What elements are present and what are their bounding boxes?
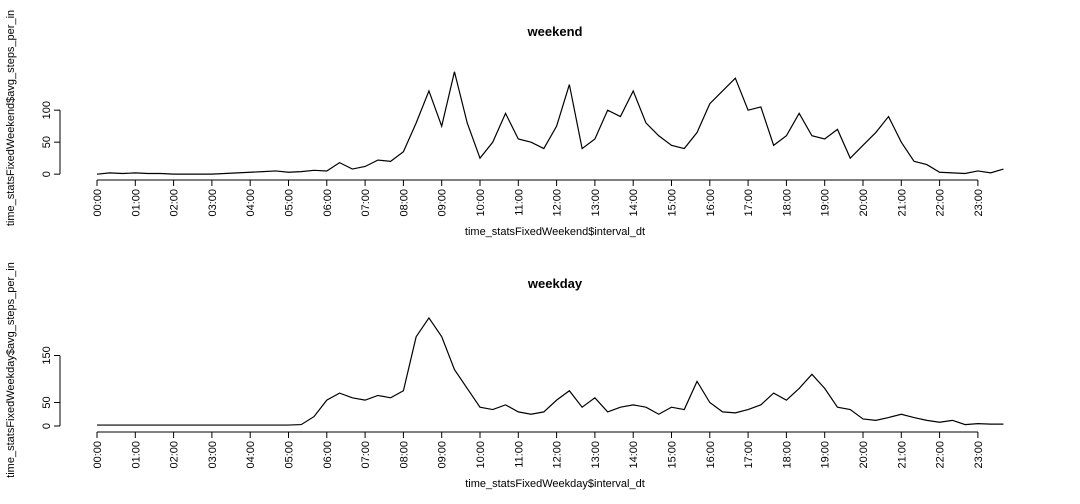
y-tick-label: 50 bbox=[41, 136, 53, 148]
y-tick-label: 100 bbox=[41, 101, 53, 119]
x-tick-label: 00:00 bbox=[92, 441, 104, 469]
x-tick-label: 22:00 bbox=[935, 189, 947, 217]
x-tick-label: 16:00 bbox=[705, 441, 717, 469]
x-tick-label: 01:00 bbox=[130, 441, 142, 469]
x-tick-label: 13:00 bbox=[590, 189, 602, 217]
x-tick-label: 06:00 bbox=[322, 189, 334, 217]
x-tick-label: 15:00 bbox=[666, 189, 678, 217]
x-tick-label: 07:00 bbox=[360, 189, 372, 217]
x-tick-label: 06:00 bbox=[322, 441, 334, 469]
x-tick-label: 01:00 bbox=[130, 189, 142, 217]
x-tick-label: 12:00 bbox=[552, 441, 564, 469]
x-tick-label: 02:00 bbox=[169, 189, 181, 217]
chart-title: weekend bbox=[527, 24, 583, 39]
x-tick-label: 19:00 bbox=[820, 189, 832, 217]
x-tick-label: 04:00 bbox=[245, 441, 257, 469]
x-tick-label: 21:00 bbox=[896, 189, 908, 217]
x-tick-label: 14:00 bbox=[628, 189, 640, 217]
x-tick-label: 23:00 bbox=[973, 189, 985, 217]
x-tick-label: 21:00 bbox=[896, 441, 908, 469]
x-tick-label: 13:00 bbox=[590, 441, 602, 469]
x-tick-label: 20:00 bbox=[858, 189, 870, 217]
x-axis-label: time_statsFixedWeekend$interval_dt bbox=[465, 226, 645, 238]
x-tick-label: 17:00 bbox=[743, 441, 755, 469]
y-tick-label: 0 bbox=[41, 423, 53, 429]
x-tick-label: 23:00 bbox=[973, 441, 985, 469]
x-tick-label: 17:00 bbox=[743, 189, 755, 217]
data-line bbox=[97, 316, 1004, 426]
x-tick-label: 22:00 bbox=[935, 441, 947, 469]
chart-title: weekday bbox=[527, 276, 583, 291]
x-tick-label: 09:00 bbox=[437, 189, 449, 217]
x-tick-label: 08:00 bbox=[398, 441, 410, 469]
y-tick-label: 50 bbox=[41, 396, 53, 408]
x-tick-label: 19:00 bbox=[820, 441, 832, 469]
x-tick-label: 14:00 bbox=[628, 441, 640, 469]
x-tick-label: 02:00 bbox=[169, 441, 181, 469]
x-tick-label: 12:00 bbox=[552, 189, 564, 217]
x-tick-label: 03:00 bbox=[207, 441, 219, 469]
y-tick-label: 150 bbox=[41, 346, 53, 364]
data-line bbox=[96, 71, 1004, 175]
x-tick-label: 11:00 bbox=[513, 441, 525, 468]
x-tick-label: 11:00 bbox=[513, 189, 525, 216]
y-axis-label: time_statsFixedWeekday$avg_steps_per_in bbox=[5, 262, 17, 478]
x-tick-label: 05:00 bbox=[283, 189, 295, 217]
x-tick-label: 10:00 bbox=[475, 441, 487, 469]
x-tick-label: 05:00 bbox=[283, 441, 295, 469]
x-tick-label: 03:00 bbox=[207, 189, 219, 217]
x-tick-label: 15:00 bbox=[666, 441, 678, 469]
x-tick-label: 16:00 bbox=[705, 189, 717, 217]
y-tick-label: 0 bbox=[41, 171, 53, 177]
x-tick-label: 20:00 bbox=[858, 441, 870, 469]
x-tick-label: 00:00 bbox=[92, 189, 104, 217]
x-tick-label: 18:00 bbox=[781, 441, 793, 469]
x-tick-label: 04:00 bbox=[245, 189, 257, 217]
x-axis-label: time_statsFixedWeekday$interval_dt bbox=[465, 478, 645, 490]
x-tick-label: 18:00 bbox=[781, 189, 793, 217]
x-tick-label: 08:00 bbox=[398, 189, 410, 217]
x-tick-label: 07:00 bbox=[360, 441, 372, 469]
x-tick-label: 10:00 bbox=[475, 189, 487, 217]
y-axis-label: time_statsFixedWeekend$avg_steps_per_in bbox=[5, 10, 17, 226]
x-tick-label: 09:00 bbox=[437, 441, 449, 469]
